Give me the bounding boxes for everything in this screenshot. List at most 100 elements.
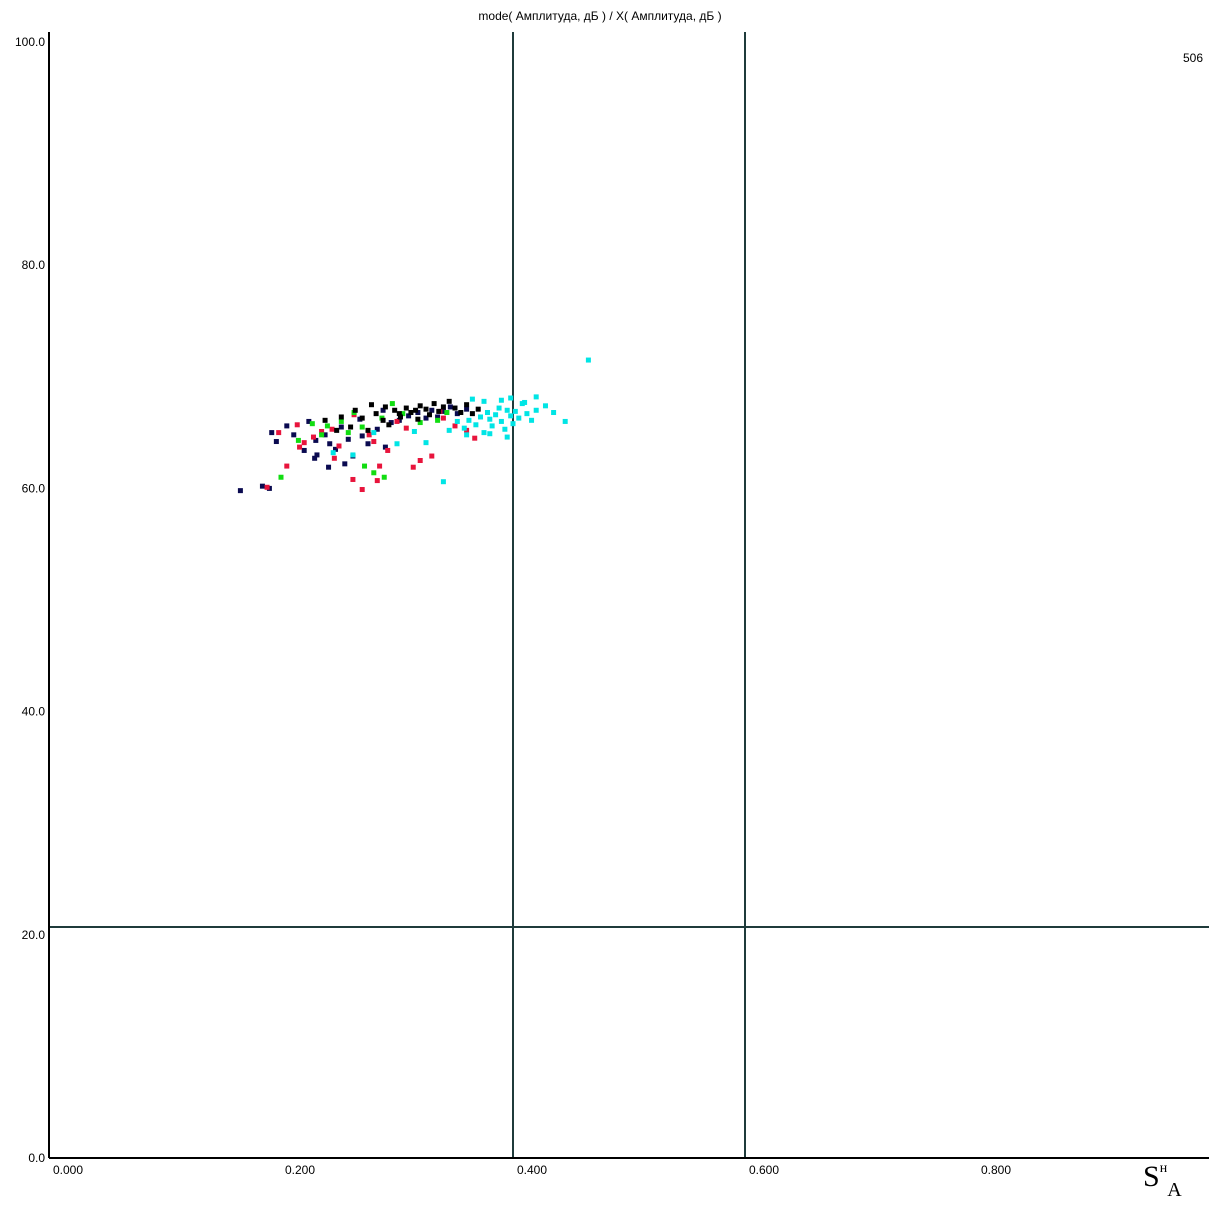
data-point-series-5 (365, 427, 371, 433)
data-point-series-2 (331, 455, 337, 461)
data-point-series-1 (454, 411, 460, 417)
data-point-series-5 (464, 402, 470, 408)
data-point-series-4 (504, 407, 510, 413)
data-point-series-2 (336, 443, 342, 449)
data-point-series-4 (510, 421, 516, 427)
data-point-series-4 (440, 479, 446, 485)
data-point-series-4 (464, 432, 470, 438)
data-point-series-3 (319, 432, 325, 438)
data-point-series-4 (454, 418, 460, 424)
data-point-series-2 (319, 428, 325, 434)
data-point-series-3 (444, 410, 450, 416)
data-point-series-1 (322, 432, 328, 438)
chart-title: mode( Амплитуда, дБ ) / X( Амплитуда, дБ… (478, 9, 721, 23)
data-point-series-5 (413, 407, 419, 413)
data-point-series-3 (338, 418, 344, 424)
data-point-series-2 (440, 415, 446, 421)
data-point-series-4 (371, 430, 377, 436)
data-point-series-1 (301, 447, 307, 453)
data-point-series-2 (374, 478, 380, 484)
data-point-series-5 (436, 408, 442, 414)
data-point-series-5 (417, 403, 423, 409)
x-tick-label: 0.200 (285, 1163, 315, 1177)
data-point-series-5 (322, 417, 328, 423)
reference-lines (49, 32, 1209, 1158)
data-point-series-3 (417, 420, 423, 426)
y-tick-label: 100.0 (15, 35, 45, 49)
data-point-series-3 (362, 463, 368, 469)
data-point-series-4 (496, 405, 502, 411)
y-tick-label: 20.0 (22, 928, 46, 942)
y-tick-label: 80.0 (22, 258, 46, 272)
data-point-series-5 (469, 411, 475, 417)
data-point-series-1 (326, 464, 332, 470)
x-axis-label-main: S (1143, 1160, 1160, 1193)
y-tick-label: 40.0 (22, 705, 46, 719)
y-tick-label: 0.0 (28, 1151, 45, 1165)
data-point-series-2 (371, 439, 377, 445)
data-point-series-1 (313, 437, 319, 443)
data-point-series-4 (498, 397, 504, 403)
data-point-series-1 (382, 444, 388, 450)
data-point-series-5 (348, 424, 354, 430)
y-tick-label: 60.0 (22, 481, 46, 495)
data-point-series-3 (345, 430, 351, 436)
data-point-series-1 (333, 446, 339, 452)
data-point-series-5 (373, 411, 379, 417)
data-point-series-5 (446, 398, 452, 404)
data-point-series-4 (330, 450, 336, 456)
data-point-series-4 (498, 418, 504, 424)
data-point-series-4 (473, 422, 479, 428)
data-point-series-5 (431, 401, 437, 407)
data-point-series-1 (380, 407, 386, 413)
data-point-series-3 (295, 437, 301, 443)
data-point-series-1 (440, 408, 446, 414)
data-point-series-1 (306, 418, 312, 424)
data-point-series-2 (385, 447, 391, 453)
x-axis-label: SнA (1143, 1160, 1182, 1201)
data-point-series-1 (365, 441, 371, 447)
data-point-series-5 (397, 414, 403, 420)
data-point-series-2 (284, 463, 290, 469)
x-axis-label-subscript: A (1167, 1179, 1182, 1201)
data-point-series-2 (429, 453, 435, 459)
data-point-series-2 (359, 487, 365, 493)
data-point-series-4 (487, 431, 493, 437)
data-point-series-1 (312, 455, 318, 461)
data-point-series-5 (368, 402, 374, 408)
corner-count-label: 506 (1183, 51, 1203, 65)
data-point-series-4 (484, 410, 490, 416)
data-point-series-5 (426, 412, 432, 418)
data-point-series-5 (452, 405, 458, 411)
data-point-series-1 (284, 423, 290, 429)
data-point-series-1 (342, 461, 348, 467)
data-point-series-1 (423, 415, 429, 421)
data-point-series-5 (382, 404, 388, 410)
axes (48, 32, 1209, 1159)
data-point-series-4 (489, 423, 495, 429)
data-points (237, 357, 591, 494)
tick-labels: 0.0 20.0 40.0 60.0 80.0 100.0 0.000 0.200 0.400 0… (15, 35, 1011, 1177)
data-point-series-3 (435, 417, 441, 423)
data-point-series-4 (504, 434, 510, 440)
data-point-series-1 (273, 439, 279, 445)
data-point-series-5 (380, 417, 386, 423)
data-point-series-1 (435, 414, 441, 420)
data-point-series-3 (309, 421, 315, 427)
data-point-series-1 (327, 441, 333, 447)
data-point-series-4 (585, 357, 591, 363)
data-point-series-3 (381, 474, 387, 480)
data-point-series-2 (301, 440, 307, 446)
x-tick-label: 0.400 (517, 1163, 547, 1177)
data-point-series-4 (508, 413, 514, 419)
data-point-series-5 (392, 407, 398, 413)
x-tick-label: 0.800 (981, 1163, 1011, 1177)
data-point-series-4 (466, 417, 472, 423)
data-point-series-4 (542, 403, 548, 409)
data-point-series-1 (429, 407, 435, 413)
data-point-series-5 (403, 405, 409, 411)
data-point-series-2 (394, 418, 400, 424)
data-point-series-2 (329, 426, 335, 432)
data-point-series-2 (410, 464, 416, 470)
data-point-series-3 (371, 470, 377, 476)
